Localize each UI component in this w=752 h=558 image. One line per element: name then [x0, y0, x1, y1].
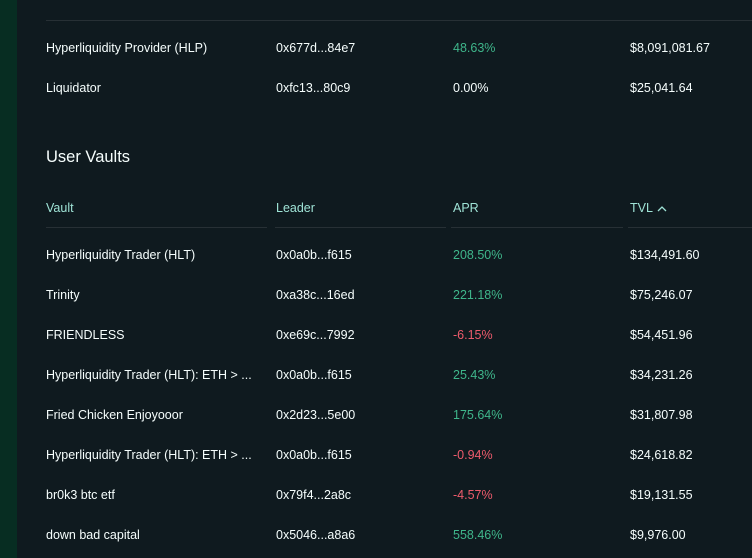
vault-leader: 0xfc13...80c9	[276, 81, 351, 95]
column-header-apr[interactable]: APR	[453, 201, 479, 215]
protocol-vault-row[interactable]: Liquidator 0xfc13...80c9 0.00% $25,041.6…	[46, 68, 752, 108]
vault-tvl: $75,246.07	[630, 288, 693, 302]
vault-tvl: $19,131.55	[630, 488, 693, 502]
vault-tvl: $8,091,081.67	[630, 41, 710, 55]
column-header-vault[interactable]: Vault	[46, 201, 74, 215]
user-vault-row[interactable]: br0k3 btc etf 0x79f4...2a8c -4.57% $19,131.…	[46, 475, 752, 515]
vault-leader: 0x677d...84e7	[276, 41, 356, 55]
vault-name: Hyperliquidity Trader (HLT)	[46, 248, 196, 262]
vault-tvl: $24,618.82	[630, 448, 693, 462]
vault-leader: 0x0a0b...f615	[276, 368, 352, 382]
user-vault-row[interactable]: Hyperliquidity Trader (HLT): ETH > ... 0x…	[46, 355, 752, 395]
vault-name: Hyperliquidity Provider (HLP)	[46, 41, 208, 55]
vault-tvl: $34,231.26	[630, 368, 693, 382]
column-header-tvl[interactable]: TVL	[630, 188, 752, 229]
vault-tvl: $134,491.60	[630, 248, 700, 262]
vault-leader: 0x0a0b...f615	[276, 448, 352, 462]
user-vault-row[interactable]: FRIENDLESS 0xe69c...7992 -6.15% $54,451.96	[46, 315, 752, 355]
vault-apr: -6.15%	[453, 328, 493, 342]
vault-leader: 0x0a0b...f615	[276, 248, 352, 262]
vault-apr: 25.43%	[453, 368, 496, 382]
header-divider	[451, 227, 623, 228]
vault-apr: 221.18%	[453, 288, 503, 302]
vault-name: Hyperliquidity Trader (HLT): ETH > ...	[46, 448, 252, 462]
vault-leader: 0xa38c...16ed	[276, 288, 355, 302]
header-divider	[275, 227, 446, 228]
vault-tvl: $25,041.64	[630, 81, 693, 95]
vault-leader: 0x5046...a8a6	[276, 528, 356, 542]
column-header-leader[interactable]: Leader	[276, 201, 315, 215]
protocol-vault-row[interactable]: Hyperliquidity Provider (HLP) 0x677d...8…	[46, 28, 752, 68]
vault-apr: -4.57%	[453, 488, 493, 502]
chevron-up-icon	[657, 189, 667, 229]
vault-tvl: $31,807.98	[630, 408, 693, 422]
vault-name: FRIENDLESS	[46, 328, 125, 342]
user-vault-row[interactable]: Hyperliquidity Trader (HLT): ETH > ... 0x…	[46, 435, 752, 475]
user-vaults-title: User Vaults	[46, 148, 131, 166]
vault-apr: 558.46%	[453, 528, 503, 542]
user-vault-row[interactable]: down bad capital 0x5046...a8a6 558.46% $9,9…	[46, 515, 752, 555]
sidebar-edge	[0, 0, 17, 558]
header-divider	[628, 227, 752, 228]
vault-tvl: $54,451.96	[630, 328, 693, 342]
vault-apr: 175.64%	[453, 408, 503, 422]
vault-name: Liquidator	[46, 81, 101, 95]
user-vault-row[interactable]: Fried Chicken Enjoyooor 0x2d23...5e00 175.…	[46, 395, 752, 435]
vault-apr: 0.00%	[453, 81, 489, 95]
vault-apr: -0.94%	[453, 448, 493, 462]
vault-leader: 0x79f4...2a8c	[276, 488, 352, 502]
vault-apr: 48.63%	[453, 41, 496, 55]
column-header-tvl-label: TVL	[630, 201, 653, 215]
vault-leader: 0xe69c...7992	[276, 328, 355, 342]
vault-name: Hyperliquidity Trader (HLT): ETH > ...	[46, 368, 252, 382]
vault-leader: 0x2d23...5e00	[276, 408, 356, 422]
vault-apr: 208.50%	[453, 248, 503, 262]
vault-tvl: $9,976.00	[630, 528, 686, 542]
vault-name: Fried Chicken Enjoyooor	[46, 408, 183, 422]
user-vault-row[interactable]: Hyperliquidity Trader (HLT) 0x0a0b...f615…	[46, 235, 752, 275]
protocol-vaults-header-divider	[46, 20, 752, 21]
user-vault-row[interactable]: Trinity 0xa38c...16ed 221.18% $75,246.07	[46, 275, 752, 315]
header-divider	[46, 227, 267, 228]
vault-name: down bad capital	[46, 528, 140, 542]
user-vaults-table-header: Vault Leader APR TVL	[46, 188, 752, 228]
vault-name: Trinity	[46, 288, 80, 302]
vault-name: br0k3 btc etf	[46, 488, 115, 502]
vaults-content: Hyperliquidity Provider (HLP) 0x677d...8…	[46, 0, 752, 558]
